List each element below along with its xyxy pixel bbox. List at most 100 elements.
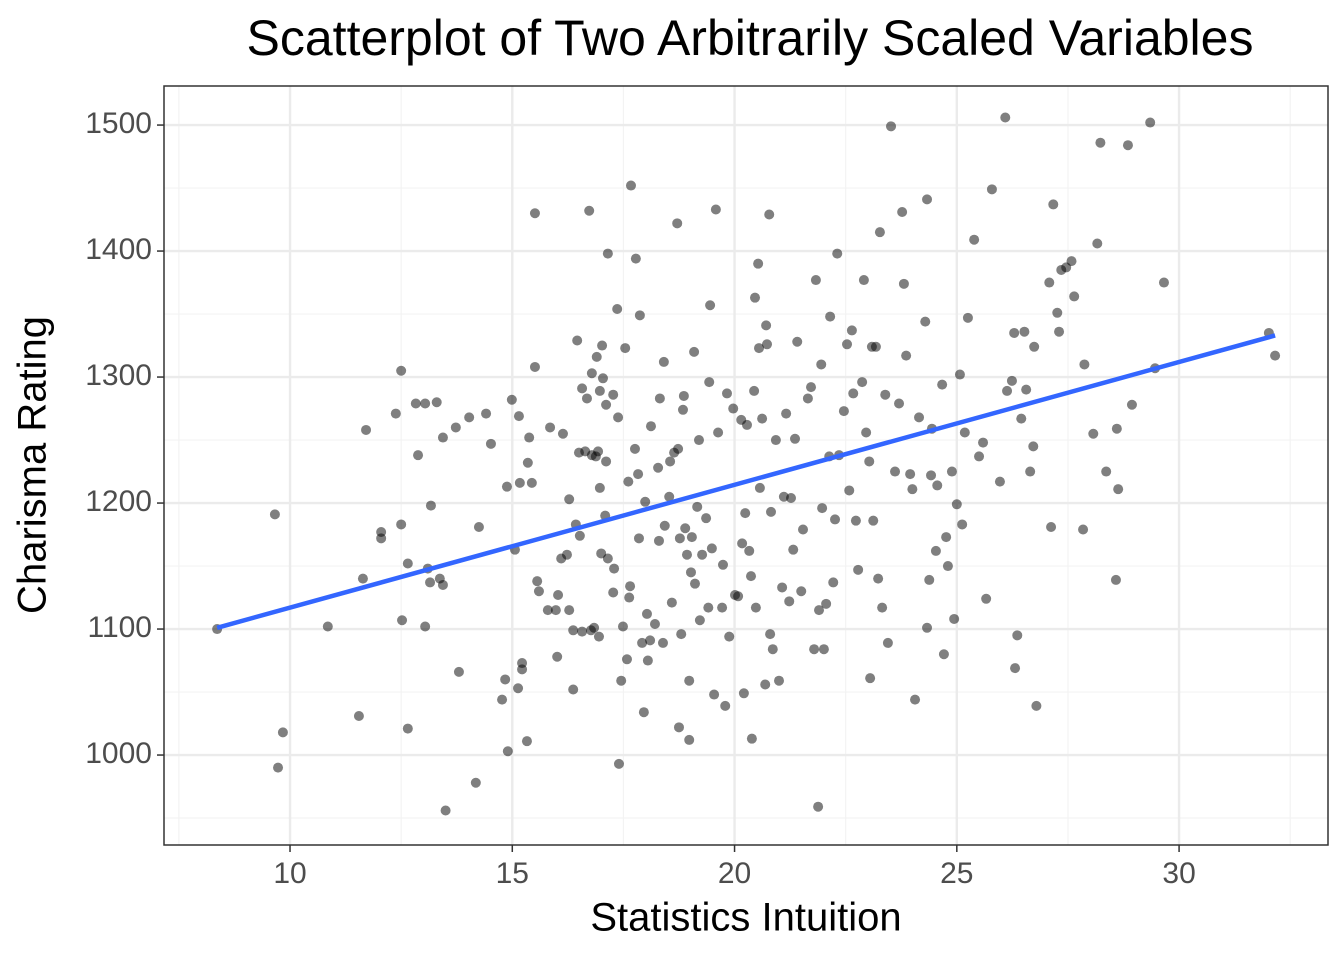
x-tick-label: 30 — [1162, 857, 1195, 890]
point — [637, 637, 648, 648]
point — [1122, 140, 1133, 151]
point — [594, 385, 605, 396]
point — [501, 481, 512, 492]
point — [733, 591, 744, 602]
point — [930, 545, 941, 556]
point — [623, 476, 634, 487]
point — [901, 350, 912, 361]
point — [641, 608, 652, 619]
point — [1092, 238, 1103, 249]
point — [1158, 277, 1169, 288]
point — [640, 496, 651, 507]
point — [685, 567, 696, 578]
point — [868, 515, 879, 526]
point — [821, 598, 832, 609]
point — [886, 121, 897, 132]
point — [653, 462, 664, 473]
point — [470, 777, 481, 788]
y-tick-label: 1000 — [85, 737, 152, 770]
point — [665, 456, 676, 467]
point — [926, 470, 937, 481]
point — [624, 592, 635, 603]
point — [744, 545, 755, 556]
point — [425, 500, 436, 511]
point — [437, 432, 448, 443]
point — [842, 339, 853, 350]
point — [420, 398, 431, 409]
point — [882, 637, 893, 648]
point — [649, 619, 660, 630]
point — [1019, 326, 1030, 337]
point — [694, 615, 705, 626]
point — [376, 533, 387, 544]
point — [1078, 524, 1089, 535]
point — [951, 499, 962, 510]
point — [817, 503, 828, 514]
point — [897, 206, 908, 217]
point — [680, 523, 691, 534]
point — [357, 573, 368, 584]
point — [594, 482, 605, 493]
x-axis-label: Statistics Intuition — [590, 896, 901, 940]
point — [865, 673, 876, 684]
point — [709, 689, 720, 700]
point — [1029, 341, 1040, 352]
point — [658, 356, 669, 367]
point — [269, 509, 280, 520]
point — [825, 311, 836, 322]
point — [481, 408, 492, 419]
point — [762, 339, 773, 350]
point — [1270, 350, 1281, 361]
point — [574, 530, 585, 541]
point — [946, 466, 957, 477]
point — [796, 586, 807, 597]
point — [764, 209, 775, 220]
point — [877, 602, 888, 613]
point — [713, 427, 724, 438]
point — [593, 446, 604, 457]
point — [750, 292, 761, 303]
point — [1010, 663, 1021, 674]
point — [949, 613, 960, 624]
point — [969, 234, 980, 245]
point — [277, 727, 288, 738]
point — [1025, 466, 1036, 477]
point — [986, 184, 997, 195]
point — [790, 433, 801, 444]
y-tick-label: 1400 — [85, 233, 152, 266]
point — [684, 734, 695, 745]
point — [630, 253, 641, 264]
point — [673, 722, 684, 733]
point — [905, 469, 916, 480]
point — [809, 644, 820, 655]
point — [634, 310, 645, 321]
point — [864, 456, 875, 467]
point — [1044, 277, 1055, 288]
point — [978, 437, 989, 448]
point — [717, 559, 728, 570]
point — [721, 388, 732, 399]
point — [529, 208, 540, 219]
point — [609, 563, 620, 574]
point — [485, 438, 496, 449]
point — [593, 631, 604, 642]
point — [692, 501, 703, 512]
fit-line — [216, 333, 1276, 630]
point — [577, 626, 588, 637]
point — [705, 300, 716, 311]
x-tick-label: 15 — [496, 857, 529, 890]
point — [689, 578, 700, 589]
point — [521, 736, 532, 747]
point — [1126, 399, 1137, 410]
point — [396, 365, 407, 376]
point — [962, 312, 973, 323]
point — [550, 605, 561, 616]
point — [959, 427, 970, 438]
point — [542, 605, 553, 616]
point — [450, 422, 461, 433]
point — [533, 586, 544, 597]
point — [994, 476, 1005, 487]
y-tick-label: 1200 — [85, 485, 152, 518]
y-tick-label: 1500 — [85, 107, 152, 140]
point — [552, 651, 563, 662]
